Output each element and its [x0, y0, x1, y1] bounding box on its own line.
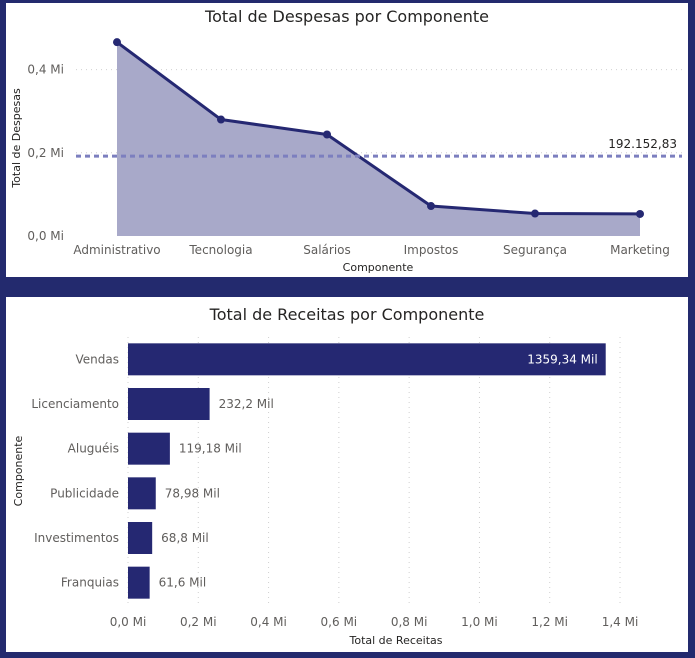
x-tick-label: 0,4 Mi: [250, 615, 287, 629]
data-point[interactable]: [427, 202, 435, 211]
expenses-chart-panel: Total de Despesas por Componente 0,0 Mi 0…: [6, 3, 688, 277]
x-tick-label: Salários: [303, 243, 351, 257]
y-tick-label: 0,2 Mi: [27, 146, 64, 160]
x-tick-label: 0,8 Mi: [391, 615, 428, 629]
bar[interactable]: [128, 343, 606, 376]
category-label: Vendas: [76, 352, 120, 366]
y-axis-title: Componente: [12, 435, 25, 506]
chart-title: Total de Despesas por Componente: [204, 7, 489, 26]
category-label: Licenciamento: [31, 397, 119, 411]
bar-data-label: 78,98 Mil: [165, 486, 220, 500]
y-tick-label: 0,4 Mi: [27, 63, 64, 77]
x-tick-label: 0,6 Mi: [321, 615, 358, 629]
x-tick-label: 0,0 Mi: [110, 615, 147, 629]
bar[interactable]: [128, 522, 153, 554]
bar-data-label: 119,18 Mil: [179, 442, 242, 456]
x-tick-label: Marketing: [610, 243, 670, 257]
x-tick-label: Tecnologia: [188, 243, 252, 257]
x-tick-label: 1,4 Mi: [602, 615, 639, 629]
bar[interactable]: [128, 388, 210, 420]
expenses-area-chart: Total de Despesas por Componente 0,0 Mi 0…: [10, 7, 682, 274]
bar-data-label: 68,8 Mil: [161, 531, 209, 545]
reference-line-label: 192.152,83: [608, 137, 677, 151]
x-axis-title: Componente: [343, 261, 414, 274]
chart-title: Total de Receitas por Componente: [209, 305, 485, 324]
series-line: [116, 40, 641, 216]
category-label: Publicidade: [50, 486, 119, 500]
x-tick-label: Segurança: [503, 243, 567, 257]
bar[interactable]: [128, 566, 150, 599]
x-tick-label: Impostos: [404, 243, 459, 257]
category-label: Aluguéis: [68, 442, 119, 456]
category-label: Franquias: [61, 576, 119, 590]
data-point[interactable]: [636, 209, 644, 218]
x-tick-label: 1,2 Mi: [531, 615, 568, 629]
x-tick-label: 0,2 Mi: [180, 615, 217, 629]
x-tick-label: 1,0 Mi: [461, 615, 498, 629]
bar-data-label: 232,2 Mil: [219, 397, 274, 411]
y-tick-label: 0,0 Mi: [27, 229, 64, 243]
category-label: Investimentos: [34, 531, 119, 545]
data-point[interactable]: [113, 38, 121, 47]
bar-data-label: 61,6 Mil: [159, 576, 207, 590]
bar-data-label: 1359,34 Mil: [527, 352, 597, 366]
area-fill: [117, 42, 640, 237]
x-tick-label: Administrativo: [73, 243, 160, 257]
data-point[interactable]: [531, 209, 539, 218]
y-axis-title: Total de Despesas: [10, 88, 23, 189]
bar[interactable]: [128, 432, 170, 465]
revenue-chart-panel: Total de Receitas por Componente Vendas 1…: [6, 297, 688, 652]
data-point[interactable]: [323, 130, 331, 139]
data-point[interactable]: [217, 115, 225, 124]
revenue-bar-chart: Total de Receitas por Componente Vendas 1…: [12, 305, 639, 647]
bar[interactable]: [128, 477, 156, 510]
x-axis-title: Total de Receitas: [348, 634, 442, 647]
